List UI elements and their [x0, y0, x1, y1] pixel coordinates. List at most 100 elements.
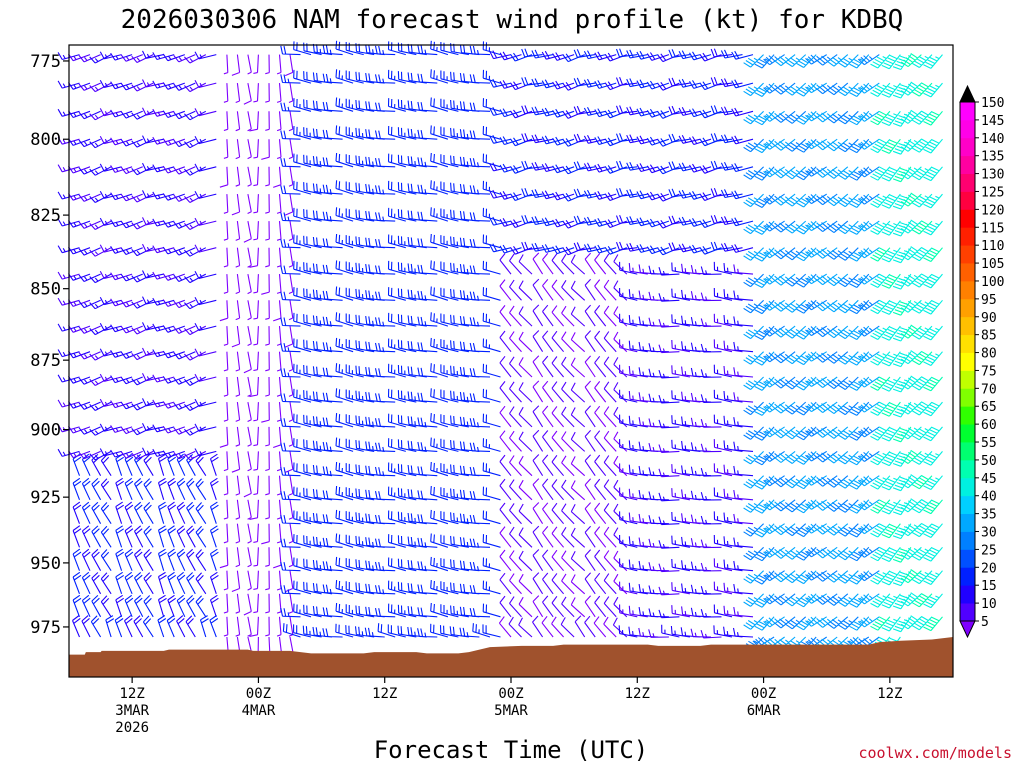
wind-barb — [857, 82, 880, 94]
wind-barb — [280, 466, 301, 477]
wind-barb — [253, 593, 259, 614]
wind-barb — [603, 550, 617, 572]
wind-barbs — [57, 40, 943, 659]
wind-barb — [816, 475, 838, 487]
wind-barb — [235, 475, 241, 496]
wind-barb — [293, 207, 312, 222]
wind-barb — [648, 515, 669, 525]
wind-barb — [120, 54, 143, 62]
wind-barb — [518, 254, 533, 275]
wind-barb — [710, 215, 733, 224]
wind-barb — [733, 341, 754, 353]
colorbar-segment — [960, 370, 975, 389]
wind-barb — [754, 82, 775, 97]
wind-barb — [303, 209, 322, 222]
wind-barb — [397, 209, 417, 222]
wind-barb — [584, 252, 596, 275]
wind-barb — [826, 426, 849, 439]
wind-barb — [690, 367, 712, 378]
wind-barb — [261, 523, 270, 545]
wind-barb — [743, 166, 764, 180]
colorbar-tick-label: 65 — [981, 400, 997, 415]
wind-barb — [450, 288, 469, 301]
wind-barb — [335, 437, 354, 452]
wind-barb — [849, 193, 870, 208]
wind-barb — [613, 382, 628, 403]
wind-barb — [561, 550, 575, 572]
wind-barb — [671, 314, 691, 327]
wind-barb — [81, 501, 91, 524]
wind-barb — [247, 193, 252, 214]
wind-barb — [293, 312, 312, 327]
wind-barb — [253, 547, 259, 567]
wind-barb — [805, 401, 827, 413]
wind-barb — [541, 190, 564, 200]
wind-barb — [723, 289, 743, 301]
wind-barb — [838, 193, 859, 208]
wind-barb — [870, 376, 891, 391]
wind-barb — [430, 125, 449, 140]
wind-barb — [584, 525, 596, 548]
wind-barb — [235, 499, 241, 520]
colorbar-segment — [960, 603, 975, 622]
wind-barb — [658, 492, 680, 502]
wind-barb — [531, 134, 554, 144]
wind-barb — [508, 616, 522, 638]
wind-barb — [430, 69, 449, 84]
wind-barb — [723, 559, 743, 572]
wind-barb — [265, 593, 270, 614]
wind-barb — [796, 426, 817, 441]
wind-barb — [838, 82, 859, 97]
wind-barb — [723, 605, 743, 618]
wind-barb — [562, 246, 585, 256]
wind-barb — [690, 538, 712, 548]
wind-barb — [713, 511, 733, 525]
wind-barb — [838, 325, 859, 340]
wind-barb — [923, 325, 943, 341]
wind-barb — [796, 110, 817, 125]
wind-barb — [194, 163, 217, 172]
wind-barb — [881, 570, 901, 586]
wind-barb — [774, 138, 796, 151]
wind-barb — [763, 110, 785, 122]
wind-barb — [430, 260, 449, 275]
wind-barb — [345, 313, 364, 327]
wind-barb — [195, 549, 207, 571]
wind-barb — [700, 266, 722, 276]
wind-barb — [923, 376, 943, 392]
wind-barb — [322, 342, 343, 353]
wind-barb — [570, 480, 586, 501]
wind-barb — [713, 463, 733, 477]
wind-barb — [134, 501, 144, 524]
colorbar-tick-label: 35 — [981, 508, 997, 523]
wind-barb — [89, 54, 112, 64]
wind-barb — [648, 608, 669, 618]
wind-barb — [387, 41, 406, 56]
wind-barb — [469, 238, 491, 249]
wind-barb — [796, 451, 817, 465]
wind-barb — [700, 318, 722, 327]
wind-barb — [374, 442, 396, 452]
wind-barb — [322, 367, 343, 378]
wind-barb — [518, 431, 533, 452]
wind-barb — [143, 454, 154, 476]
wind-barb — [796, 193, 817, 208]
wind-barb — [131, 193, 154, 203]
wind-barb — [387, 260, 406, 275]
wind-barb — [387, 287, 406, 301]
wind-barb — [603, 430, 617, 452]
wind-barb — [89, 110, 112, 121]
wind-barb — [763, 220, 785, 232]
wind-barb — [355, 390, 375, 403]
wind-barb — [900, 350, 922, 365]
wind-barb — [335, 580, 354, 595]
wind-barb — [671, 262, 691, 275]
wind-barb — [636, 190, 659, 200]
wind-barb — [288, 547, 294, 568]
wind-barb — [430, 388, 449, 403]
wind-barb — [280, 317, 301, 327]
wind-barb — [551, 526, 565, 548]
wind-barb — [194, 79, 217, 89]
wind-barb — [335, 40, 354, 56]
wind-barb — [194, 190, 217, 199]
